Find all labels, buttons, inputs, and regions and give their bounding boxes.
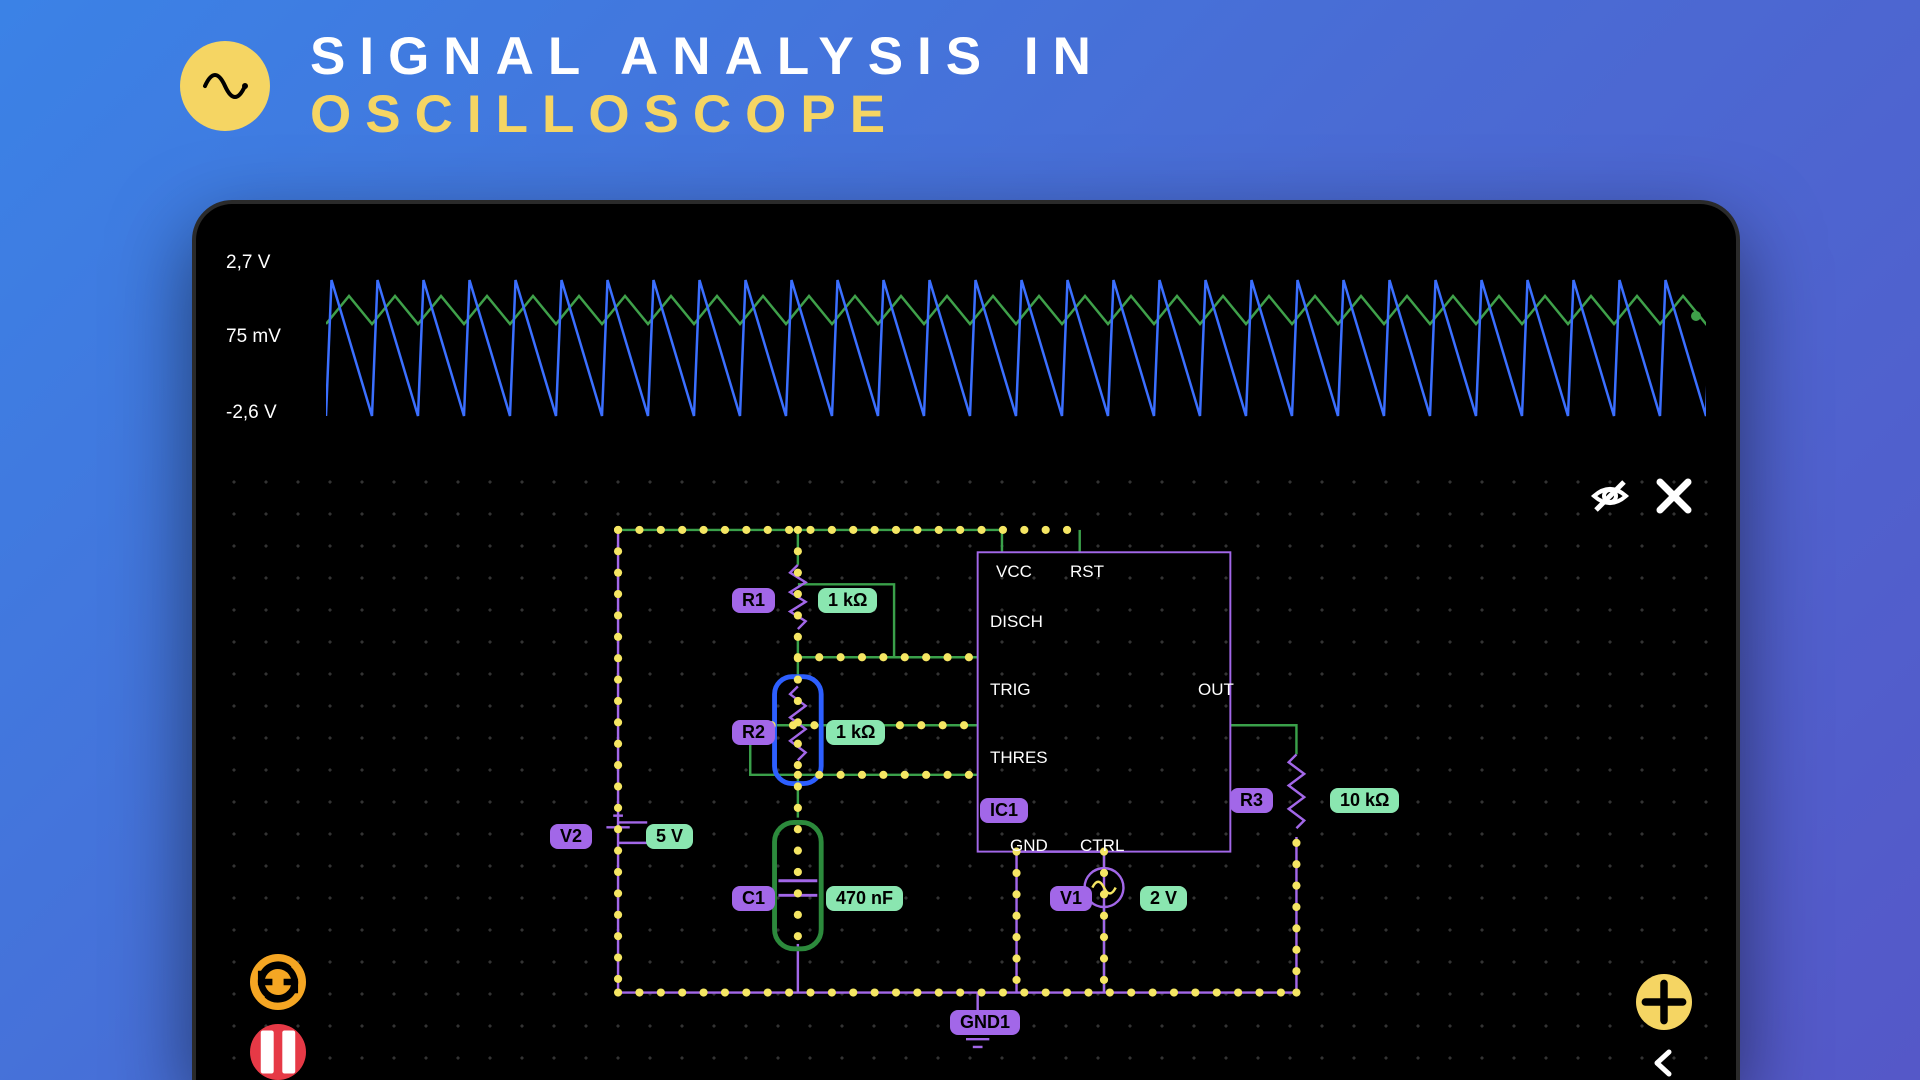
label-val-v1[interactable]: 2 V: [1140, 886, 1187, 911]
label-ref-gnd1[interactable]: GND1: [950, 1010, 1020, 1035]
page-header: SIGNAL ANALYSIS IN OSCILLOSCOPE: [180, 28, 1105, 145]
chevron-left-icon[interactable]: [1647, 1046, 1681, 1080]
label-val-v2[interactable]: 5 V: [646, 824, 693, 849]
app-logo-icon: [180, 41, 270, 131]
circuit-diagram: [210, 458, 1722, 1080]
tablet-frame: 2,7 V 75 mV -2,6 V: [192, 200, 1740, 1080]
scope-waveform: [326, 246, 1706, 426]
label-ref-v1[interactable]: V1: [1050, 886, 1092, 911]
scope-label-top: 2,7 V: [226, 252, 270, 274]
left-action-bar: [250, 954, 306, 1080]
ic-pin-disch: DISCH: [990, 612, 1043, 632]
ic-pin-trig: TRIG: [990, 680, 1031, 700]
add-button[interactable]: [1636, 974, 1692, 1030]
header-text: SIGNAL ANALYSIS IN OSCILLOSCOPE: [310, 28, 1105, 145]
label-ref-r3[interactable]: R3: [1230, 788, 1273, 813]
label-val-c1[interactable]: 470 nF: [826, 886, 903, 911]
ic-pin-gnd: GND: [1010, 836, 1048, 856]
scope-y-labels: 2,7 V 75 mV -2,6 V: [226, 246, 304, 446]
ic-pin-thres: THRES: [990, 748, 1048, 768]
ic-pin-vcc: VCC: [996, 562, 1032, 582]
label-ref-r2[interactable]: R2: [732, 720, 775, 745]
header-title-line1: SIGNAL ANALYSIS IN: [310, 28, 1105, 86]
scope-label-mid: 75 mV: [226, 326, 281, 348]
label-val-r1[interactable]: 1 kΩ: [818, 588, 877, 613]
ic-pin-rst: RST: [1070, 562, 1104, 582]
oscilloscope-panel[interactable]: 2,7 V 75 mV -2,6 V: [226, 246, 1706, 446]
tablet-screen: 2,7 V 75 mV -2,6 V: [210, 218, 1722, 1080]
label-ref-v2[interactable]: V2: [550, 824, 592, 849]
ic-pin-out: OUT: [1198, 680, 1234, 700]
label-val-r3[interactable]: 10 kΩ: [1330, 788, 1399, 813]
ic-pin-ctrl: CTRL: [1080, 836, 1124, 856]
right-action-bar: [1636, 974, 1692, 1080]
label-ref-r1[interactable]: R1: [732, 588, 775, 613]
label-ref-c1[interactable]: C1: [732, 886, 775, 911]
label-ref-ic1[interactable]: IC1: [980, 798, 1028, 823]
refresh-button[interactable]: [250, 954, 306, 1010]
pause-button[interactable]: [250, 1024, 306, 1080]
label-val-r2[interactable]: 1 kΩ: [826, 720, 885, 745]
circuit-canvas[interactable]: V2 5 V R1 1 kΩ R2 1 kΩ R3 10 kΩ C1 470 n…: [210, 458, 1722, 1080]
header-title-line2: OSCILLOSCOPE: [310, 86, 1105, 144]
scope-label-bot: -2,6 V: [226, 402, 277, 424]
